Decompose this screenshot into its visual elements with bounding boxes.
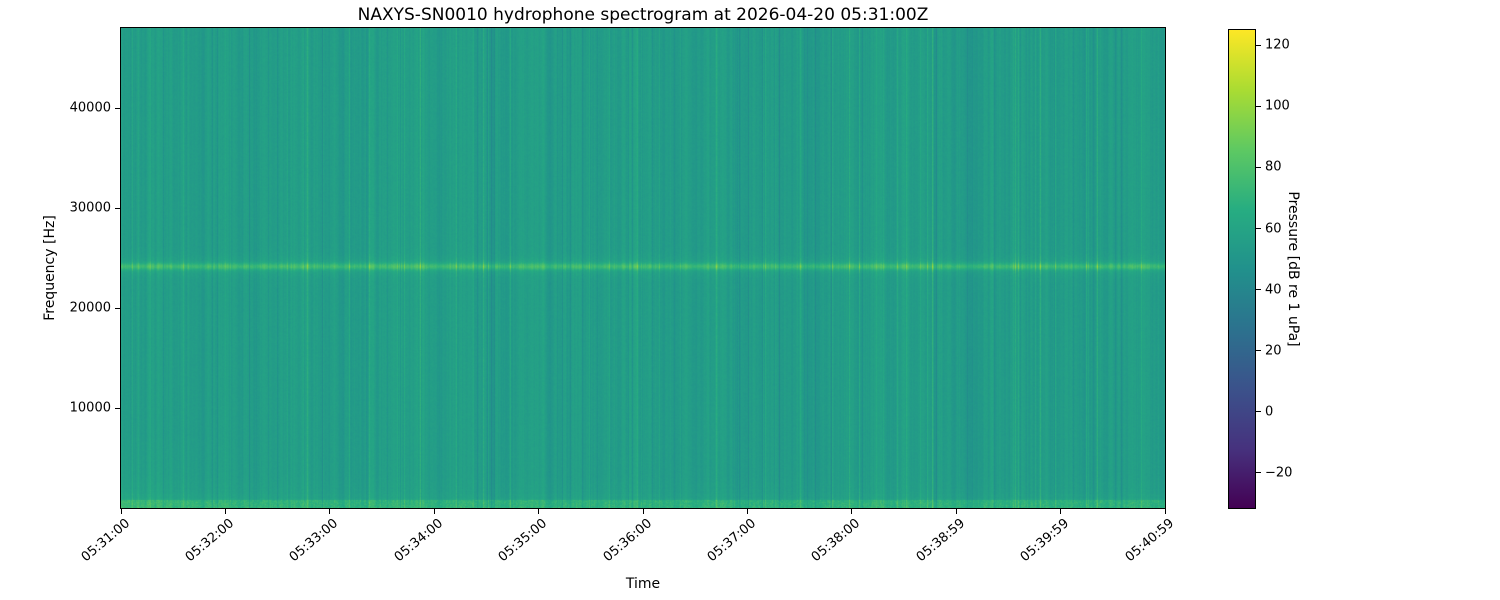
x-tick-label: 05:31:00 (78, 516, 133, 566)
x-tick-mark (746, 509, 748, 514)
x-tick-mark (1164, 509, 1166, 514)
colorbar-label: Pressure [dB re 1 uPa] (1285, 191, 1301, 347)
x-tick-label: 05:39:59 (1017, 516, 1073, 566)
x-tick-mark (955, 509, 957, 514)
colorbar-tick-label: 40 (1265, 282, 1282, 298)
y-tick-label: 40000 (69, 100, 111, 116)
x-tick-label: 05:38:00 (809, 516, 864, 566)
y-tick-label: 30000 (69, 200, 111, 216)
colorbar-tick-label: 20 (1265, 343, 1282, 359)
x-tick-mark (642, 509, 644, 514)
y-tick-mark (115, 307, 120, 309)
x-tick-mark (433, 509, 435, 514)
colorbar-tick-mark (1256, 411, 1261, 413)
x-tick-mark (851, 509, 853, 514)
x-tick-label: 05:35:00 (495, 516, 551, 566)
colorbar-tick-label: −20 (1265, 465, 1293, 481)
chart-title: NAXYS-SN0010 hydrophone spectrogram at 2… (357, 5, 929, 25)
colorbar-tick-label: 120 (1265, 37, 1290, 53)
x-tick-label: 05:40:59 (1122, 516, 1177, 566)
colorbar-tick-mark (1256, 289, 1261, 291)
x-tick-mark (224, 509, 226, 514)
colorbar-tick-label: 100 (1265, 98, 1290, 114)
x-tick-label: 05:36:00 (600, 516, 655, 566)
x-tick-mark (329, 509, 331, 514)
y-tick-mark (115, 107, 120, 109)
x-tick-mark (1060, 509, 1062, 514)
colorbar-tick-mark (1256, 105, 1261, 107)
y-tick-label: 20000 (69, 300, 111, 316)
x-axis-label: Time (625, 576, 661, 592)
colorbar-tick-mark (1256, 44, 1261, 46)
colorbar (1228, 29, 1256, 509)
colorbar-tick-mark (1256, 350, 1261, 352)
x-tick-label: 05:38:59 (913, 516, 968, 566)
x-tick-label: 05:32:00 (182, 516, 238, 566)
y-tick-mark (115, 207, 120, 209)
spectrogram-heatmap-canvas (121, 28, 1165, 508)
colorbar-tick-label: 80 (1265, 159, 1282, 175)
colorbar-tick-label: 0 (1265, 404, 1274, 420)
x-tick-mark (538, 509, 540, 514)
colorbar-tick-mark (1256, 166, 1261, 168)
y-tick-mark (115, 407, 120, 409)
x-tick-label: 05:37:00 (704, 516, 760, 566)
colorbar-tick-mark (1256, 228, 1261, 230)
y-tick-label: 10000 (69, 400, 111, 416)
colorbar-tick-label: 60 (1265, 221, 1282, 237)
x-tick-label: 05:34:00 (391, 516, 446, 566)
x-tick-mark (120, 509, 122, 514)
x-tick-label: 05:33:00 (287, 516, 342, 566)
colorbar-gradient (1229, 30, 1255, 508)
colorbar-tick-mark (1256, 472, 1261, 474)
